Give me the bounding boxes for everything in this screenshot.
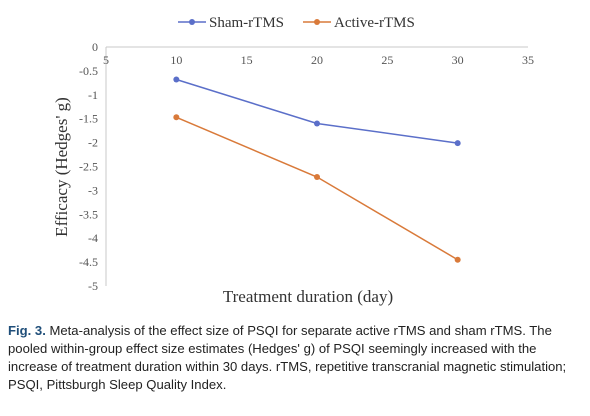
series-line-1: [176, 116, 459, 261]
figure-label: Fig. 3.: [8, 323, 46, 338]
legend-marker: [314, 19, 320, 25]
x-tick-label: 5: [103, 53, 109, 67]
x-tick-labels: 5 10 15 20 25 30 35: [103, 53, 534, 67]
y-tick-label: -3.5: [79, 207, 98, 221]
y-tick-label: -0.5: [79, 64, 98, 78]
x-axis-title: Treatment duration (day): [223, 287, 393, 306]
legend-label: Sham-rTMS: [209, 15, 284, 31]
y-tick-label: -1.5: [79, 112, 98, 126]
chart: Sham-rTMS Active-rTMS 5 10 15 20 25 30 35 0 -0.5…: [52, 15, 534, 306]
x-tick-label: 20: [311, 53, 323, 67]
legend: Sham-rTMS Active-rTMS: [178, 15, 415, 31]
y-tick-label: 0: [92, 40, 98, 54]
data-point: [314, 120, 320, 127]
y-tick-label: -2.5: [79, 160, 98, 174]
y-tick-label: -4.5: [79, 255, 98, 269]
data-point: [173, 114, 180, 121]
y-axis-title: Efficacy (Hedges' g): [52, 97, 71, 237]
x-tick-label: 30: [452, 53, 464, 67]
figure-caption: Fig. 3. Meta-analysis of the effect size…: [8, 322, 582, 394]
caption-text: Meta-analysis of the effect size of PSQI…: [8, 323, 567, 392]
data-point: [454, 256, 461, 263]
y-tick-label: -4: [88, 231, 98, 245]
data-point: [454, 140, 461, 147]
x-tick-label: 25: [381, 53, 393, 67]
x-tick-label: 35: [522, 53, 534, 67]
legend-label: Active-rTMS: [334, 15, 415, 31]
y-tick-label: -2: [88, 136, 98, 150]
y-tick-label: -1: [88, 88, 98, 102]
data-point: [314, 174, 320, 181]
y-tick-labels: 0 -0.5 -1 -1.5 -2 -2.5 -3 -3.5 -4 -4.5 -5: [79, 40, 98, 293]
data-point: [173, 76, 180, 83]
y-tick-label: -3: [88, 183, 98, 197]
series-line-0: [176, 78, 458, 144]
y-tick-label: -5: [88, 279, 98, 293]
series-layer: [173, 76, 461, 263]
x-tick-label: 10: [170, 53, 182, 67]
legend-marker: [189, 19, 195, 25]
x-tick-label: 15: [241, 53, 253, 67]
